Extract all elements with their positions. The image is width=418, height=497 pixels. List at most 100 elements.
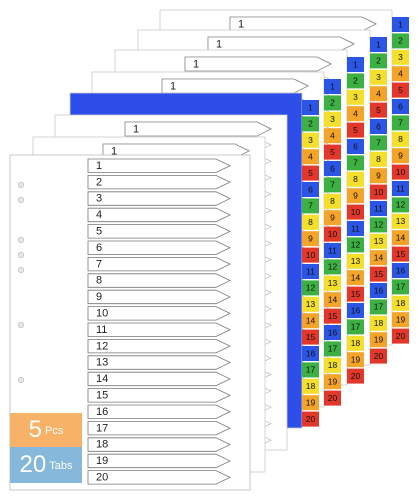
color-tab [324, 193, 341, 209]
color-tab [392, 49, 409, 65]
index-tab-number: 10 [96, 308, 108, 320]
index-tab [87, 191, 231, 206]
color-tab [347, 368, 364, 384]
index-tab [87, 453, 231, 469]
label-text: 1 [133, 123, 139, 135]
index-tab [87, 388, 231, 403]
label-text: 1 [193, 58, 199, 70]
index-tab [87, 224, 231, 239]
color-tab-number: 15 [328, 311, 338, 321]
color-tab [347, 286, 364, 302]
index-tab-number: 13 [96, 357, 108, 369]
color-tab-number: 17 [374, 302, 384, 312]
color-tab-number: 1 [398, 19, 403, 29]
badge [10, 447, 82, 483]
color-tab-number: 20 [351, 371, 361, 381]
color-tab-number: 6 [376, 121, 381, 131]
label-tab [229, 16, 377, 32]
color-tab-number: 16 [351, 305, 361, 315]
color-tab [302, 378, 319, 394]
index-tab [87, 257, 231, 272]
color-tab-number: 9 [376, 170, 381, 180]
color-tab [347, 253, 364, 269]
index-tab [87, 322, 231, 337]
color-tab-number: 7 [398, 118, 403, 128]
color-tab-number: 12 [328, 262, 338, 272]
color-tab [324, 374, 341, 390]
index-tab-number: 11 [96, 324, 107, 336]
color-tab [347, 155, 364, 171]
color-tab [347, 237, 364, 253]
color-tab [324, 259, 341, 275]
color-tab-number: 18 [396, 298, 406, 308]
color-tab-number: 15 [351, 289, 361, 299]
index-tab-number: 6 [96, 242, 102, 254]
color-tab [324, 243, 341, 258]
label-tab [161, 78, 309, 94]
color-tab [324, 325, 341, 340]
color-tab-number: 7 [330, 180, 335, 190]
punch-hole [17, 196, 25, 204]
color-tab [302, 100, 319, 115]
color-tab [392, 148, 409, 164]
color-tab [302, 411, 319, 427]
color-tab [392, 295, 409, 311]
badge [10, 413, 82, 447]
color-tab-number: 2 [353, 76, 358, 86]
color-tab [392, 263, 409, 278]
color-tab [370, 266, 387, 282]
color-tab-number: 12 [396, 200, 406, 210]
color-tab [302, 182, 319, 197]
color-tab-number: 7 [376, 138, 381, 148]
index-tab-number: 16 [96, 406, 108, 418]
color-tab [324, 144, 341, 160]
label-text: 1 [170, 80, 176, 92]
color-tab [302, 264, 319, 279]
index-tab-number: 15 [96, 390, 108, 402]
color-tab [324, 390, 341, 406]
index-tab-number: 2 [96, 176, 102, 188]
color-tab [347, 171, 364, 187]
color-tab [392, 164, 409, 180]
badge-unit: Pcs [45, 425, 64, 437]
color-tab [370, 53, 387, 69]
color-tab [324, 341, 341, 357]
index-tab-number: 5 [96, 226, 102, 238]
color-tab-number: 5 [308, 168, 313, 178]
punch-hole [17, 181, 25, 189]
color-tab [302, 198, 319, 214]
color-tab-number: 3 [330, 114, 335, 124]
color-tab [370, 135, 387, 151]
color-tab [302, 362, 319, 378]
color-tab [302, 116, 319, 132]
color-tab [392, 246, 409, 262]
color-tab-number: 16 [328, 327, 338, 337]
color-tab-number: 17 [328, 344, 338, 354]
color-tab-number: 11 [328, 245, 337, 255]
color-tab-number: 14 [351, 272, 361, 282]
color-tab [392, 17, 409, 32]
color-tab [324, 128, 341, 144]
index-tab-number: 18 [96, 439, 108, 451]
color-tab [302, 296, 319, 312]
color-tab [392, 279, 409, 295]
color-tab-number: 10 [374, 187, 384, 197]
label-text: 1 [111, 145, 117, 157]
color-tab [302, 346, 319, 361]
color-tab [370, 119, 387, 134]
color-tab-number: 7 [308, 201, 313, 211]
color-tab [392, 99, 409, 114]
color-tab-number: 3 [308, 135, 313, 145]
color-tab [347, 73, 364, 89]
color-tab-number: 5 [376, 105, 381, 115]
index-tab [87, 175, 231, 190]
index-tab [87, 371, 231, 387]
color-tab-number: 14 [374, 252, 384, 262]
color-tab [324, 226, 341, 242]
color-tab [347, 139, 364, 154]
color-tab-number: 13 [396, 216, 406, 226]
color-tab-number: 11 [396, 183, 405, 193]
color-tab-number: 9 [398, 150, 403, 160]
color-tab [392, 82, 409, 98]
color-tab-number: 8 [353, 174, 358, 184]
